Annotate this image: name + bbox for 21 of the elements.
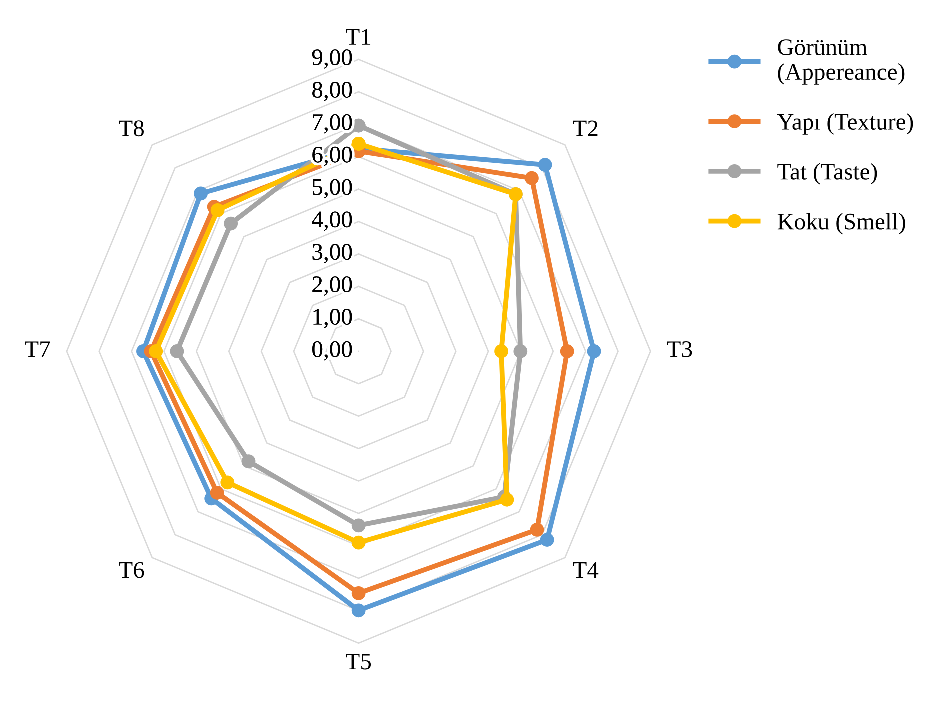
spoke-label: T4 bbox=[573, 562, 599, 578]
legend-label: Görünüm (Appereance) bbox=[778, 40, 905, 85]
spoke-label: T3 bbox=[667, 342, 692, 358]
y-tick-label: 9,00 bbox=[312, 50, 352, 69]
spoke-label: T8 bbox=[119, 120, 144, 137]
y-tick-label: 3,00 bbox=[312, 244, 352, 264]
spoke-label: T7 bbox=[25, 342, 50, 358]
spoke-label: T5 bbox=[346, 654, 372, 670]
legend-label: Yapı (Texture) bbox=[777, 113, 914, 135]
y-tick-label: 7,00 bbox=[313, 114, 352, 134]
spoke-label: T6 bbox=[119, 562, 144, 578]
y-tick-label: 8,00 bbox=[312, 82, 352, 102]
y-tick-label: 0,00 bbox=[312, 341, 352, 361]
y-tick-label: 1,00 bbox=[314, 309, 352, 328]
y-tick-label: 2,00 bbox=[312, 276, 352, 296]
legend-label: Tat (Taste) bbox=[778, 163, 878, 185]
y-tick-label: 5,00 bbox=[313, 179, 352, 199]
y-tick-label: 4,00 bbox=[312, 212, 352, 232]
spoke-label: T2 bbox=[573, 120, 598, 136]
spoke-label: T1 bbox=[346, 29, 371, 45]
legend-label: Koku (Smell) bbox=[778, 213, 906, 235]
